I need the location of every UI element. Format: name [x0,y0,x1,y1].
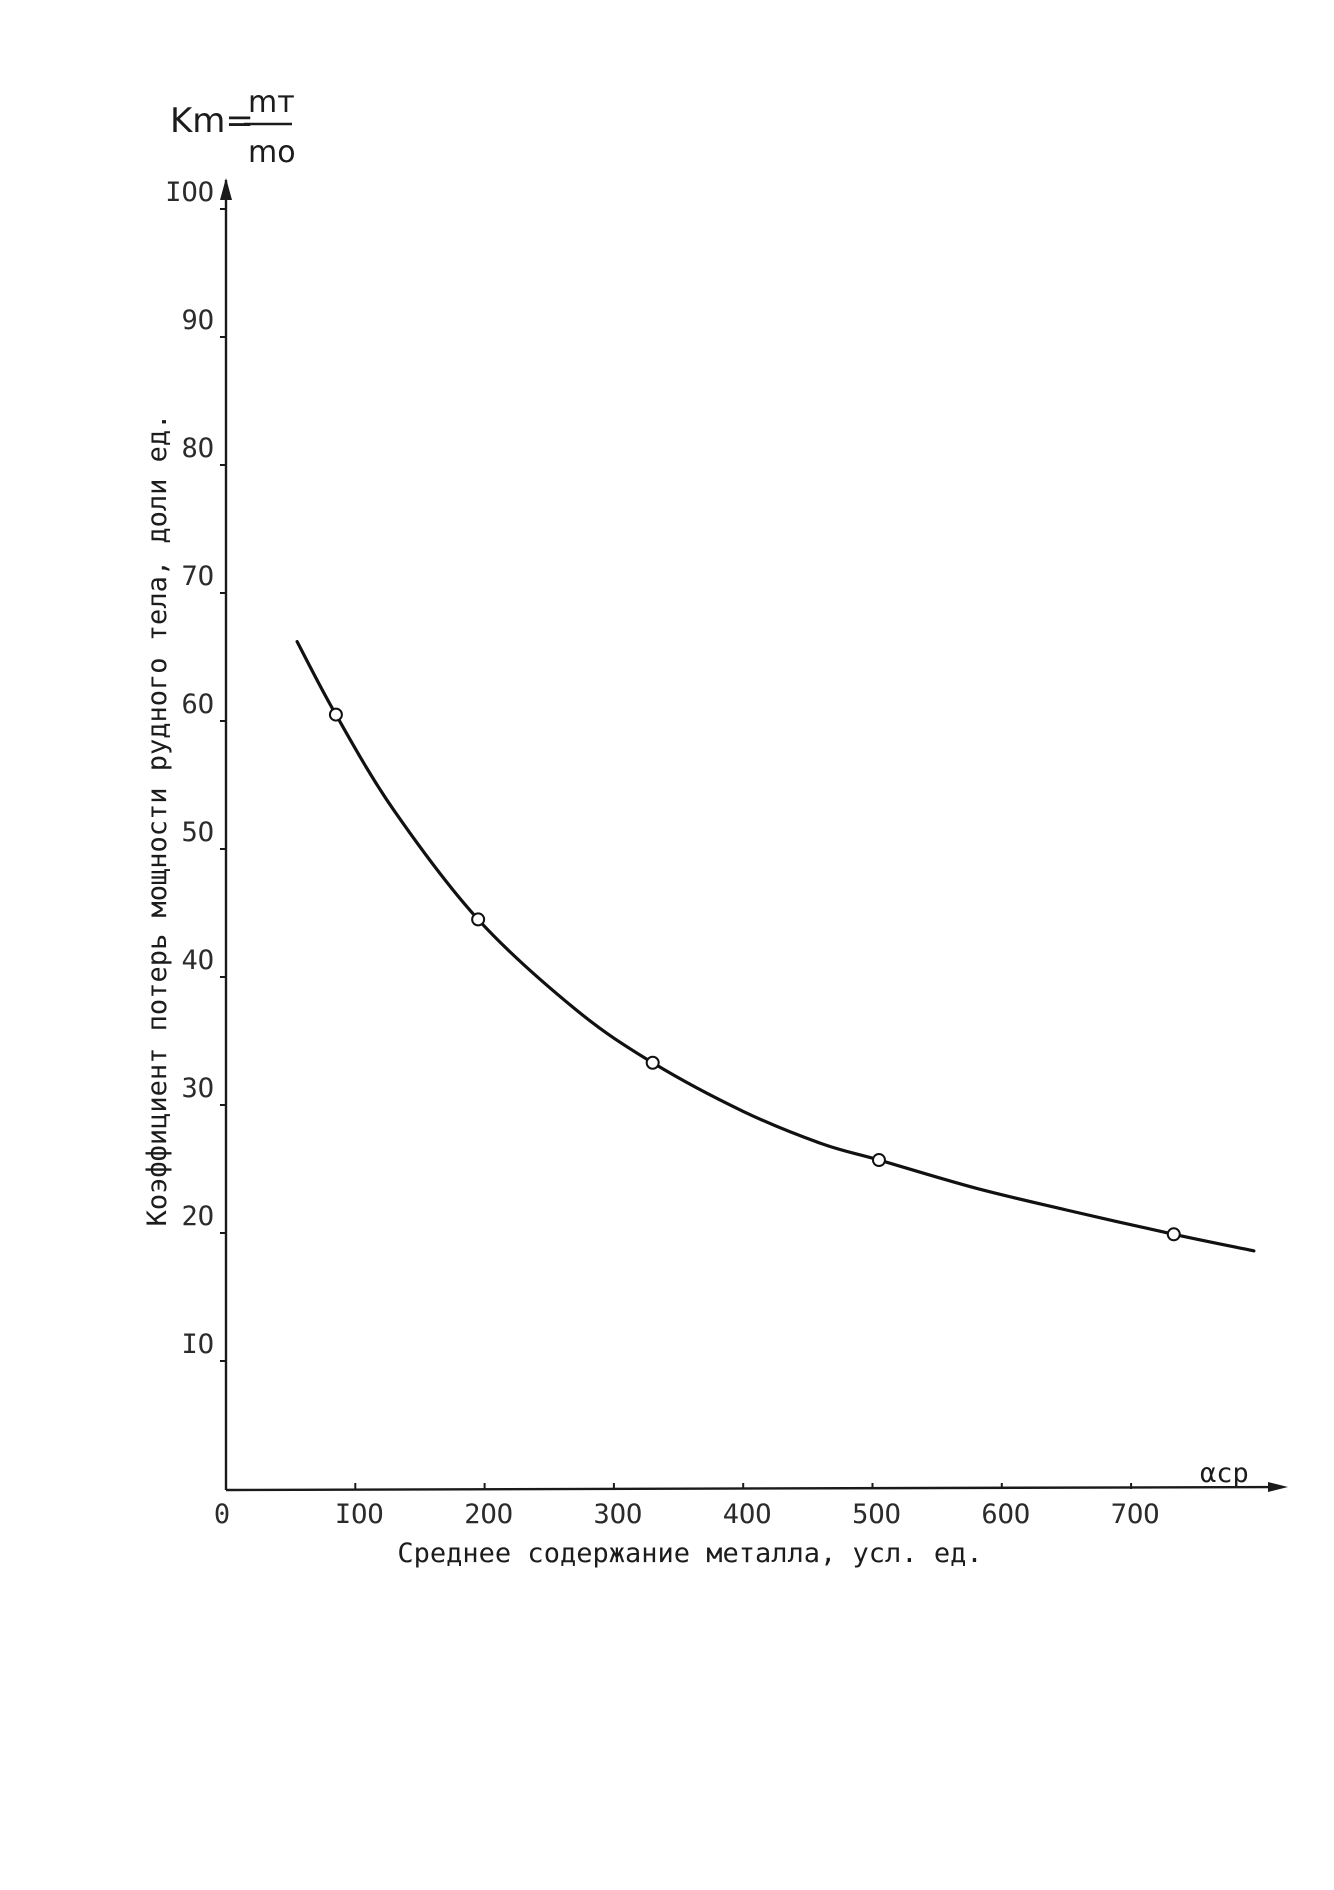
y-tick-label: 8O [181,433,214,464]
data-point [871,1153,886,1168]
y-tick-label: 9O [181,305,214,336]
y-axis-arrow-icon [220,178,232,200]
x-tick-label: 4OO [723,1499,772,1530]
axes [220,178,1288,1492]
x-axis-symbol: αср [1200,1458,1249,1489]
x-tick-label: 7OO [1111,1499,1160,1530]
y-tick-label: 6O [181,689,214,720]
y-tick-label: 7O [181,561,214,592]
formula-denominator: mo [248,135,296,170]
y-tick-label: 4O [181,945,214,976]
x-tick-label: 2OO [464,1499,513,1530]
y-tick-label: IOO [165,177,214,208]
x-axis-label: Среднее содержание металла, усл. ед. [397,1538,982,1569]
x-axis-arrow-icon [1268,1482,1288,1492]
x-ticks: 0 IOO 2OO 3OO 4OO 5OO 6OO 7OO [214,1483,1160,1530]
data-point [1166,1227,1181,1242]
y-tick-label: 3O [181,1073,214,1104]
x-axis-line [225,1485,1283,1492]
y-ticks: IO 2O 3O 4O 5O 6O 7O 8O 9O IOO [165,177,226,1362]
formula-lhs: Km= [170,101,254,141]
y-tick-label: 2O [181,1201,214,1232]
x-tick-label: 6OO [981,1499,1030,1530]
data-point [328,707,343,722]
y-tick-label: 5O [181,817,214,848]
series-curve [295,640,1256,1253]
data-point [471,912,486,927]
formula-numerator: mт [248,85,295,120]
data-point [645,1055,660,1070]
y-axis-formula: Km= mт mo [170,85,296,170]
y-tick-label: IO [181,1329,214,1360]
x-tick-label: 0 [214,1499,230,1530]
x-tick-label: 3OO [594,1499,643,1530]
x-tick-label: 5OO [852,1499,901,1530]
y-axis-label: Коэффициент потерь мощности рудного тела… [142,414,173,1227]
x-tick-label: IOO [335,1499,384,1530]
data-points [328,707,1181,1242]
